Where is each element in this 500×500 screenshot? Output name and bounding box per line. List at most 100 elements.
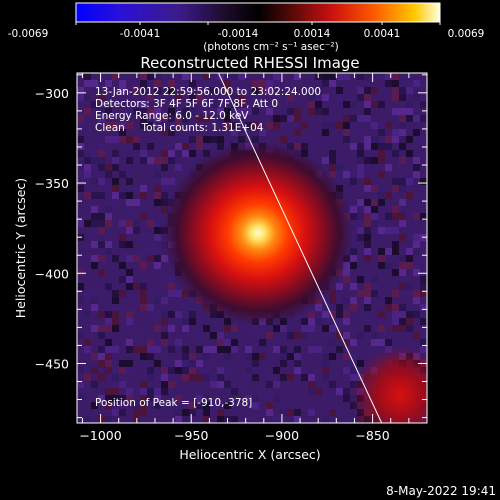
- x-tick-label: −900: [265, 428, 299, 443]
- noise-pixel: [252, 87, 259, 94]
- noise-pixel: [91, 402, 98, 409]
- noise-pixel: [119, 192, 126, 199]
- annotation-energy-range: Energy Range: 6.0 - 12.0 keV: [95, 110, 249, 122]
- noise-pixel: [385, 164, 392, 171]
- noise-pixel: [399, 157, 406, 164]
- x-axis-label: Heliocentric X (arcsec): [179, 447, 320, 462]
- noise-pixel: [420, 213, 427, 220]
- noise-pixel: [287, 115, 294, 122]
- noise-pixel: [84, 388, 91, 395]
- noise-pixel: [378, 325, 385, 332]
- noise-pixel: [231, 94, 238, 101]
- noise-pixel: [91, 255, 98, 262]
- noise-pixel: [329, 297, 336, 304]
- noise-pixel: [91, 297, 98, 304]
- noise-pixel: [154, 388, 161, 395]
- noise-pixel: [329, 409, 336, 416]
- noise-pixel: [168, 283, 175, 290]
- noise-pixel: [357, 129, 364, 136]
- noise-pixel: [231, 325, 238, 332]
- noise-pixel: [245, 395, 252, 402]
- noise-pixel: [364, 101, 371, 108]
- noise-pixel: [224, 353, 231, 360]
- solar-limb-line: [217, 73, 383, 423]
- y-tick-label: −300: [35, 86, 69, 101]
- noise-pixel: [77, 122, 84, 129]
- noise-pixel: [266, 108, 273, 115]
- noise-pixel: [252, 108, 259, 115]
- noise-pixel: [273, 80, 280, 87]
- noise-pixel: [357, 220, 364, 227]
- noise-pixel: [182, 143, 189, 150]
- noise-pixel: [259, 87, 266, 94]
- noise-pixel: [119, 241, 126, 248]
- plot-frame: [76, 72, 428, 424]
- noise-pixel: [175, 143, 182, 150]
- noise-pixel: [399, 143, 406, 150]
- noise-pixel: [105, 213, 112, 220]
- noise-pixel: [196, 402, 203, 409]
- noise-pixel: [266, 402, 273, 409]
- noise-pixel: [252, 353, 259, 360]
- noise-pixel: [266, 80, 273, 87]
- noise-pixel: [315, 318, 322, 325]
- noise-pixel: [420, 80, 427, 87]
- noise-pixel: [140, 101, 147, 108]
- peak-position-label: Position of Peak = [-910,-378]: [95, 397, 252, 409]
- noise-pixel: [147, 73, 154, 80]
- noise-pixel: [98, 416, 105, 423]
- noise-pixel: [98, 311, 105, 318]
- noise-pixel: [154, 227, 161, 234]
- noise-pixel: [420, 276, 427, 283]
- noise-pixel: [357, 164, 364, 171]
- noise-pixel: [154, 262, 161, 269]
- noise-pixel: [140, 395, 147, 402]
- noise-pixel: [84, 374, 91, 381]
- noise-pixel: [273, 395, 280, 402]
- noise-pixel: [98, 192, 105, 199]
- noise-pixel: [406, 115, 413, 122]
- noise-pixel: [126, 276, 133, 283]
- noise-pixel: [196, 73, 203, 80]
- noise-pixel: [364, 178, 371, 185]
- noise-pixel: [147, 94, 154, 101]
- noise-pixel: [343, 353, 350, 360]
- noise-pixel: [224, 339, 231, 346]
- noise-pixel: [231, 129, 238, 136]
- noise-pixel: [364, 213, 371, 220]
- noise-pixel: [91, 367, 98, 374]
- noise-pixel: [371, 101, 378, 108]
- noise-pixel: [77, 283, 84, 290]
- noise-pixel: [322, 129, 329, 136]
- noise-pixel: [343, 101, 350, 108]
- noise-pixel: [224, 381, 231, 388]
- noise-pixel: [385, 262, 392, 269]
- noise-pixel: [196, 143, 203, 150]
- noise-pixel: [126, 122, 133, 129]
- noise-pixel: [378, 339, 385, 346]
- noise-pixel: [273, 346, 280, 353]
- noise-pixel: [189, 136, 196, 143]
- noise-pixel: [154, 325, 161, 332]
- noise-pixel: [112, 395, 119, 402]
- noise-pixel: [119, 360, 126, 367]
- noise-pixel: [119, 87, 126, 94]
- noise-pixel: [119, 234, 126, 241]
- noise-pixel: [189, 80, 196, 87]
- noise-pixel: [77, 367, 84, 374]
- noise-pixel: [413, 157, 420, 164]
- noise-pixel: [385, 304, 392, 311]
- noise-pixel: [385, 227, 392, 234]
- noise-pixel: [203, 150, 210, 157]
- noise-pixel: [98, 255, 105, 262]
- noise-pixel: [182, 311, 189, 318]
- noise-pixel: [245, 108, 252, 115]
- noise-pixel: [280, 409, 287, 416]
- noise-pixel: [182, 367, 189, 374]
- noise-pixel: [168, 150, 175, 157]
- noise-pixel: [322, 73, 329, 80]
- noise-pixel: [413, 262, 420, 269]
- noise-pixel: [133, 255, 140, 262]
- noise-pixel: [364, 206, 371, 213]
- noise-pixel: [315, 108, 322, 115]
